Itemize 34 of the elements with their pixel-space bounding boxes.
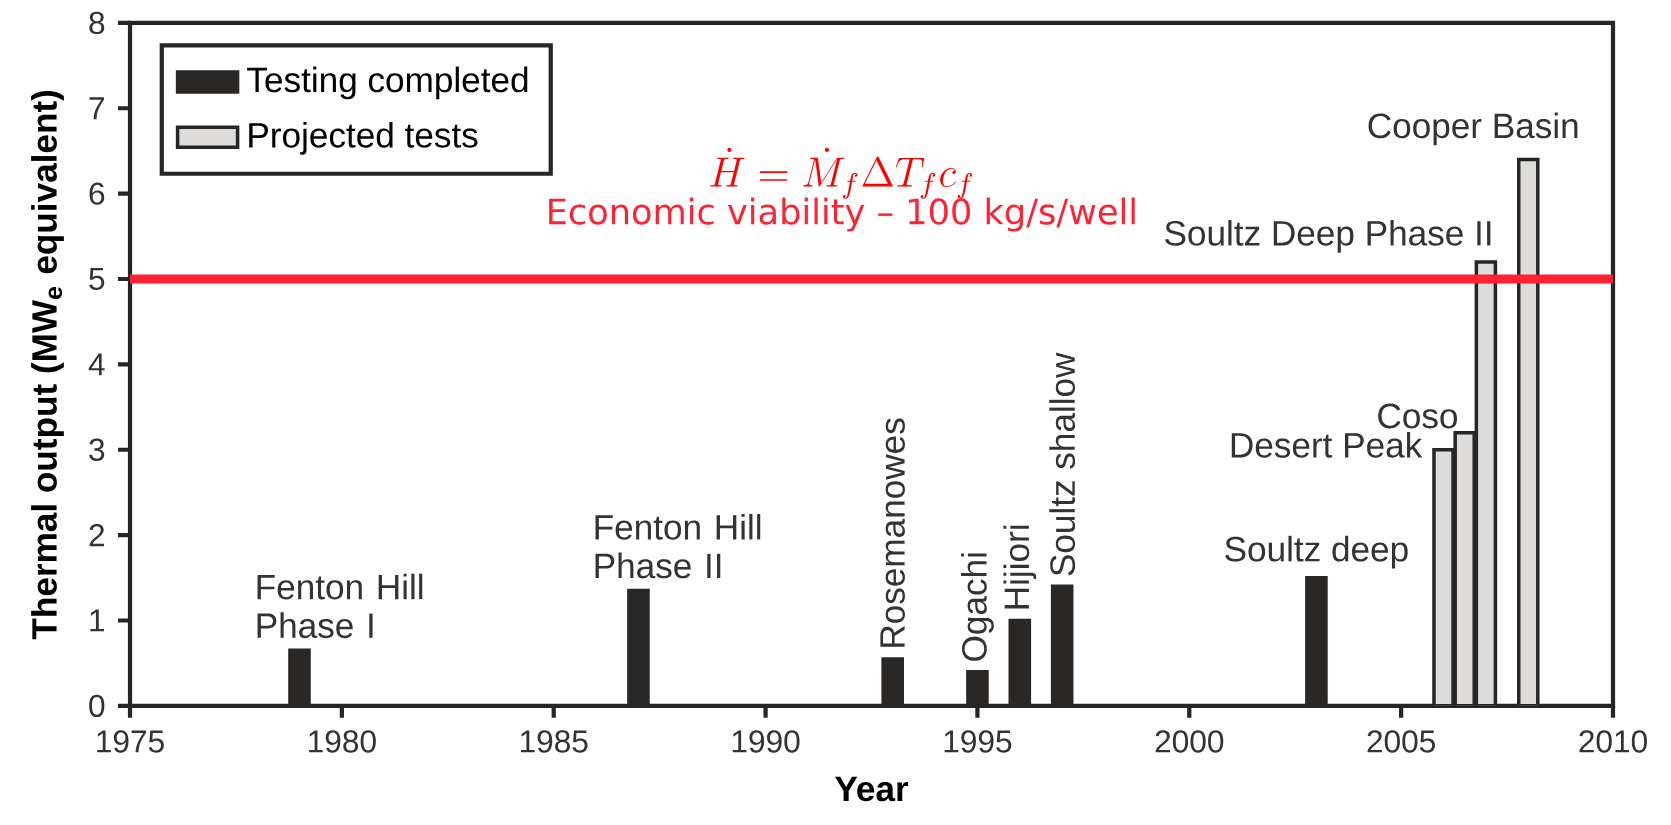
annotation: Fenton Hill Phase I xyxy=(257,573,423,639)
legend-label: Projected tests xyxy=(249,121,478,155)
x-tick-label: 1975 xyxy=(97,730,164,753)
annotation: $\dot{H} = \dot{M}_{f} \Delta T_{f} c_{f}$ xyxy=(710,147,973,199)
annotation: Soultz deep xyxy=(1225,535,1408,569)
y-tick-label: 1 xyxy=(90,609,105,632)
annotation: Ogachi xyxy=(961,553,994,661)
x-tick-label: 1985 xyxy=(520,730,588,753)
y-axis-title: Thermal output (MW$_{e}$ equivalent) xyxy=(31,90,64,640)
y-tick-label: 3 xyxy=(89,438,105,462)
x-tick-label: 1995 xyxy=(944,730,1012,753)
y-tick-label: 5 xyxy=(89,268,105,291)
legend-label: Testing completed xyxy=(247,66,528,100)
annotation: Fenton Hill Phase II xyxy=(595,513,761,579)
x-tick-label: 2010 xyxy=(1579,730,1647,753)
x-axis-title: Year xyxy=(834,776,909,802)
annotation: Coso xyxy=(1378,403,1458,429)
x-tick-label: 1990 xyxy=(732,730,800,753)
y-tick-label: 7 xyxy=(89,97,104,120)
y-tick-label: 2 xyxy=(89,524,104,547)
annotation: Desert Peak xyxy=(1231,432,1423,458)
y-tick-label: 0 xyxy=(89,694,105,718)
annotation: Soultz shallow xyxy=(1049,352,1076,576)
annotation: Soultz Deep Phase II xyxy=(1165,220,1491,253)
ref-line-label: Economic viability – 100 kg/s/well xyxy=(549,197,1135,232)
annotation: Hijiori xyxy=(1003,525,1037,609)
annotation: Cooper Basin xyxy=(1368,112,1578,146)
y-tick-label: 4 xyxy=(88,353,105,376)
y-tick-label: 6 xyxy=(89,182,105,205)
x-tick-label: 2005 xyxy=(1367,730,1435,753)
x-tick-label: 1980 xyxy=(309,730,376,753)
x-tick-label: 2000 xyxy=(1155,730,1224,753)
y-tick-label: 8 xyxy=(89,11,105,35)
annotation: Rosemanowes xyxy=(880,418,905,647)
